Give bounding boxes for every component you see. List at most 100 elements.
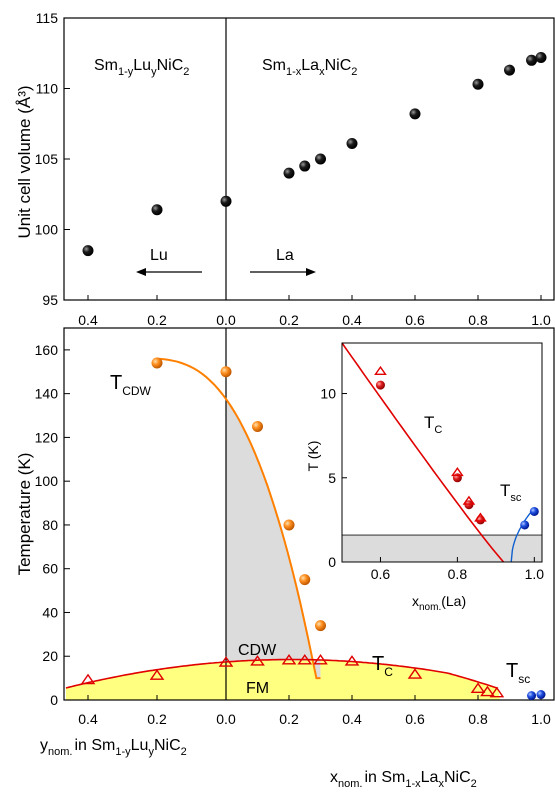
bottom-x-axis-label-right: xnom. in Sm1-xLaxNiC2 [330, 769, 477, 790]
volume-point-lu [151, 204, 163, 216]
inset-tc-curve [341, 342, 505, 563]
inset-tc-triangle [462, 495, 476, 505]
top-x-ticks: 0.4 0.2 0.0 0.2 0.4 0.6 0.8 1.0 [78, 295, 551, 328]
top-data-points [82, 51, 547, 257]
tcdw-point [315, 620, 326, 632]
tsc-label: Tsc [506, 660, 530, 686]
top-x-tick-label: 1.0 [531, 312, 551, 328]
inset-y-tick-label: 10 [320, 386, 336, 402]
bottom-y-tick-label: 0 [50, 692, 58, 708]
la-arrowhead [306, 268, 316, 276]
inset-x-tick-label: 0.8 [448, 566, 468, 582]
inset-tsc-point [520, 520, 530, 530]
inset-y-tick-label: 5 [328, 470, 336, 486]
volume-point-lu [220, 195, 232, 207]
inset-tc-point [475, 515, 485, 525]
tcdw-point [299, 574, 311, 586]
top-x-tick-label: 0.2 [279, 312, 299, 328]
inset-x-tick-label: 0.6 [371, 566, 391, 582]
bottom-y-tick-label: 20 [42, 648, 58, 664]
tcdw-label: TCDW [110, 372, 152, 398]
bottom-x-ticks: 0.4 0.2 0.0 0.2 0.4 0.6 0.8 1.0 [78, 695, 551, 727]
top-y-tick-label: 95 [42, 292, 58, 308]
inset-data-points [374, 365, 539, 530]
bottom-x-tick-label: 1.0 [531, 711, 551, 727]
bottom-y-tick-label: 160 [35, 342, 59, 358]
tc-label: TC [372, 653, 393, 679]
right-compound-label: Sm1-xLaxNiC2 [262, 57, 357, 78]
bottom-x-tick-label: 0.4 [342, 711, 362, 727]
inset-tsc-point [529, 506, 539, 516]
top-y-tick-label: 100 [35, 222, 59, 238]
top-y-tick-label: 110 [36, 81, 59, 97]
tc-point [470, 682, 486, 693]
inset-tc-triangle [374, 365, 387, 376]
top-x-tick-label: 0.4 [342, 312, 362, 328]
inset-panel: 0 5 10 0.6 0.8 1.0 T (K) xnom.(La) TC Tsc [305, 340, 544, 613]
inset-tc-point [452, 473, 462, 483]
top-y-tick-label: 115 [36, 10, 59, 26]
volume-point-la [315, 153, 326, 165]
top-y-tick-label: 105 [35, 151, 59, 167]
tc-point [218, 656, 234, 667]
tc-point [250, 655, 265, 666]
tcdw-point [283, 519, 295, 531]
fm-region [66, 659, 500, 700]
inset-x-axis-label: xnom.(La) [412, 593, 466, 613]
inset-x-tick-label: 1.0 [525, 566, 545, 582]
tcdw-point [220, 366, 232, 378]
la-label: La [276, 247, 294, 264]
tcdw-point [252, 420, 263, 432]
inset-background [338, 340, 544, 565]
bottom-x-tick-label: 0.0 [216, 711, 236, 727]
volume-point-la [409, 108, 421, 120]
left-compound-label: Sm1-yLuyNiC2 [94, 57, 189, 78]
tcdw-point [151, 357, 163, 369]
lu-label: Lu [150, 247, 168, 264]
bottom-y-tick-label: 100 [35, 473, 59, 489]
volume-point-lu [82, 245, 94, 257]
volume-point-la [504, 64, 515, 76]
volume-point-la [346, 137, 358, 149]
volume-point-la [526, 54, 538, 66]
bottom-x-tick-label: 0.8 [468, 711, 488, 727]
volume-point-la [472, 78, 484, 90]
bottom-y-tick-label: 120 [35, 429, 59, 445]
inset-y-axis-label: T (K) [305, 441, 321, 472]
bottom-x-axis-label-left: ynom. in Sm1-yLuyNiC2 [40, 737, 187, 758]
tc-point [407, 668, 423, 679]
bottom-plot-frame [63, 327, 555, 701]
inset-y-ticks: 0 5 10 [320, 386, 347, 570]
tc-point [297, 653, 313, 665]
inset-tc-triangle [451, 466, 464, 477]
tc-point [480, 685, 495, 697]
bottom-x-tick-label: 0.4 [78, 711, 98, 727]
fm-label: FM [246, 680, 269, 697]
top-x-tick-label: 0.6 [405, 312, 425, 328]
inset-sc-region [341, 534, 543, 563]
volume-point-la [299, 160, 311, 172]
tc-point [344, 655, 360, 666]
inset-tsc-label: Tsc [500, 481, 522, 504]
bottom-y-axis-label: Temperature (K) [15, 453, 34, 576]
cdw-curve [156, 357, 321, 680]
top-x-tick-label: 0.8 [468, 312, 488, 328]
tc-point [313, 653, 328, 665]
bottom-y-tick-label: 40 [42, 604, 58, 620]
volume-point-la [283, 167, 295, 179]
top-y-axis-label: Unit cell volume (Å³) [15, 85, 34, 238]
bottom-x-tick-label: 0.2 [147, 711, 167, 727]
tc-point [281, 653, 297, 665]
bottom-y-ticks: 0 20 40 60 80 100 120 140 160 [35, 342, 70, 708]
tc-point [149, 669, 165, 680]
cdw-region [226, 399, 321, 679]
inset-y-tick-label: 0 [328, 554, 336, 570]
top-x-tick-label: 0.0 [216, 312, 236, 328]
inset-frame [341, 342, 543, 563]
top-x-tick-label: 0.4 [78, 312, 98, 328]
inset-x-ticks: 0.6 0.8 1.0 [371, 557, 545, 582]
tc-point [489, 686, 505, 698]
